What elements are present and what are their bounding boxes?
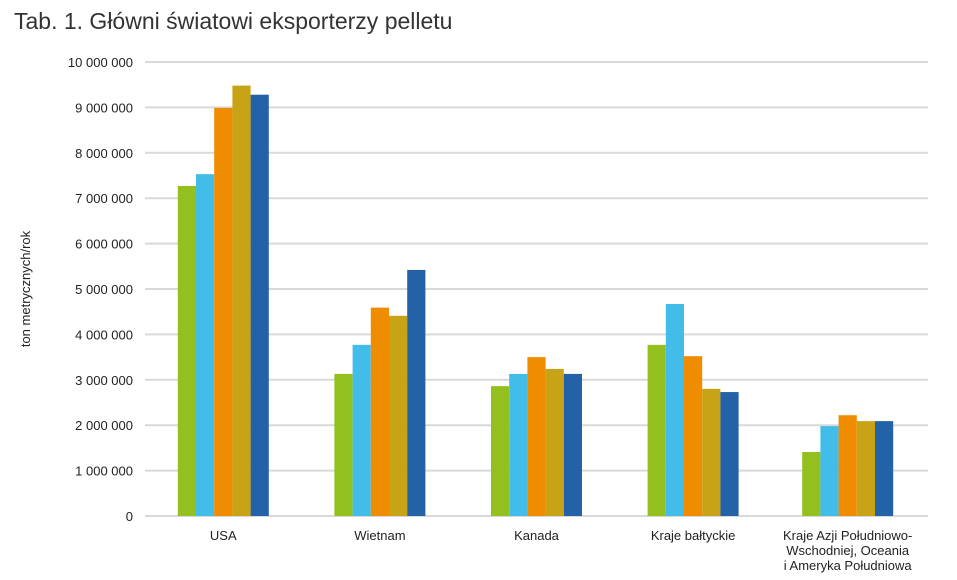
bar	[389, 315, 408, 516]
bar	[177, 185, 196, 516]
bar	[665, 303, 684, 516]
bar	[509, 373, 528, 516]
bar	[838, 415, 857, 516]
bar	[702, 388, 721, 516]
bar	[545, 368, 564, 516]
x-tick-label: Kraje bałtyckie	[651, 528, 736, 543]
y-tick-label: 3 000 000	[75, 373, 133, 388]
y-tick-label: 0	[126, 509, 133, 524]
bar	[370, 307, 389, 516]
x-tick-label: Wietnam	[354, 528, 405, 543]
bar	[334, 373, 353, 516]
y-tick-label: 6 000 000	[75, 237, 133, 252]
y-tick-label: 7 000 000	[75, 191, 133, 206]
x-tick-label: USA	[210, 528, 237, 543]
y-tick-label: 2 000 000	[75, 418, 133, 433]
bar	[647, 344, 666, 516]
bar	[491, 386, 510, 516]
y-axis-label: ton metrycznych/rok	[18, 230, 33, 347]
bar	[196, 174, 215, 516]
bar	[352, 344, 371, 516]
bar	[214, 107, 233, 516]
x-tick-label: Wschodniej, Oceania	[786, 543, 910, 558]
bar	[875, 421, 894, 516]
chart-title: Tab. 1. Główni światowi eksporterzy pell…	[14, 8, 453, 34]
bar	[563, 373, 582, 516]
y-tick-label: 8 000 000	[75, 146, 133, 161]
y-tick-label: 5 000 000	[75, 282, 133, 297]
bar	[407, 269, 426, 516]
x-tick-label: i Ameryka Południowa	[784, 558, 913, 573]
y-tick-label: 9 000 000	[75, 100, 133, 115]
bar	[527, 357, 546, 516]
bar	[856, 421, 875, 516]
y-tick-label: 1 000 000	[75, 464, 133, 479]
bar	[232, 85, 251, 516]
bar	[820, 426, 839, 516]
bar	[802, 451, 821, 516]
y-tick-label: 10 000 000	[68, 55, 133, 70]
bar	[684, 356, 703, 516]
y-tick-label: 4 000 000	[75, 327, 133, 342]
bar	[720, 392, 739, 516]
bar	[250, 94, 269, 517]
x-tick-label: Kraje Azji Południowo-	[783, 528, 912, 543]
x-tick-label: Kanada	[514, 528, 560, 543]
